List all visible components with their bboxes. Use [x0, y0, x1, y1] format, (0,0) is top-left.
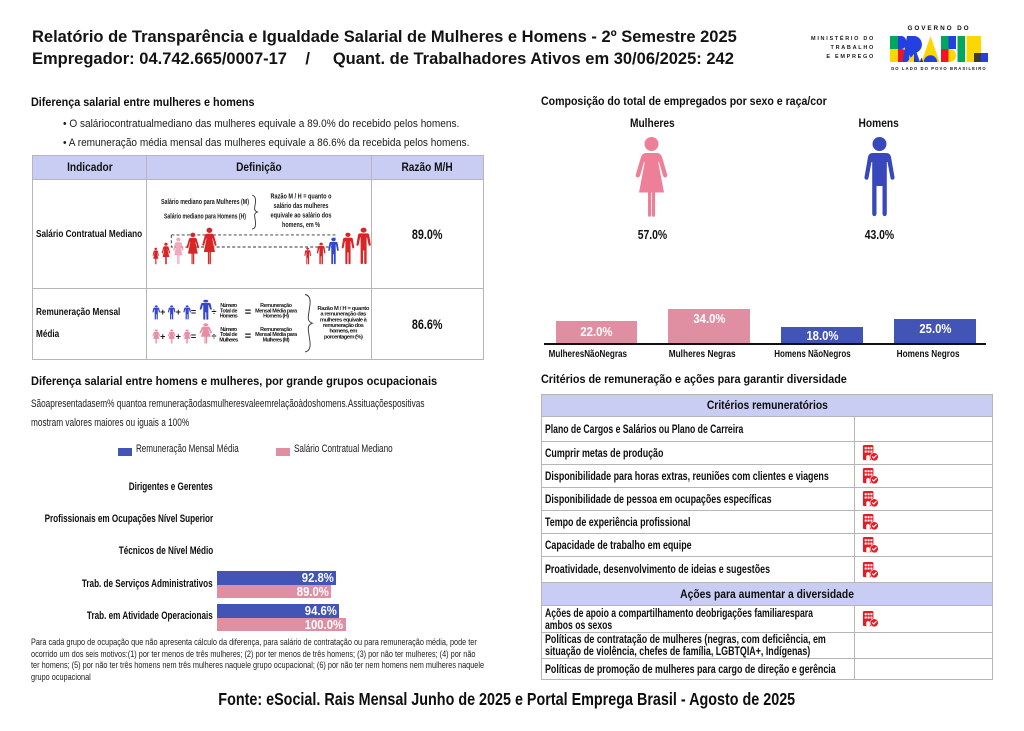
svg-text:a remuneração das: a remuneração das	[320, 312, 366, 318]
svg-text:Número: Número	[220, 327, 238, 333]
svg-text:Razão M / H = quanto: Razão M / H = quanto	[317, 306, 369, 312]
svg-text:Número: Número	[220, 303, 238, 309]
svg-text:Mensal Média para: Mensal Média para	[255, 332, 298, 338]
svg-text:porcentagem (%): porcentagem (%)	[324, 334, 363, 340]
svg-text:Total de: Total de	[220, 308, 238, 314]
svg-text:Remuneração: Remuneração	[260, 327, 293, 333]
svg-text:homens, em %: homens, em %	[282, 222, 321, 229]
svg-text:homens, em: homens, em	[329, 329, 357, 335]
svg-text:Mulheres (M): Mulheres (M)	[263, 338, 290, 344]
svg-text:=: =	[191, 331, 196, 341]
svg-text:=: =	[191, 307, 196, 317]
svg-text:+: +	[176, 331, 181, 341]
svg-text:+: +	[160, 307, 165, 317]
svg-text:remuneração dos: remuneração dos	[323, 323, 364, 329]
svg-text:+: +	[176, 307, 181, 317]
svg-text:+: +	[160, 331, 165, 341]
svg-text:Remuneração: Remuneração	[260, 303, 293, 309]
svg-text:Mulheres: Mulheres	[219, 338, 238, 344]
svg-text:Razão M / H = quanto o: Razão M / H = quanto o	[271, 194, 332, 201]
svg-text:÷: ÷	[212, 331, 217, 341]
svg-text:Salário mediano para Mulheres: Salário mediano para Mulheres (M)	[161, 199, 249, 206]
svg-text:mulheres equivale à: mulheres equivale à	[320, 317, 368, 323]
svg-text:equivale ao salário dos: equivale ao salário dos	[271, 213, 332, 220]
svg-text:Salário mediano para Homens (H: Salário mediano para Homens (H)	[164, 214, 246, 221]
svg-text:Mensal Média para: Mensal Média para	[255, 308, 298, 314]
svg-text:=: =	[245, 331, 251, 343]
svg-text:salário das mulheres: salário das mulheres	[274, 203, 329, 210]
svg-text:Total de: Total de	[220, 332, 238, 338]
svg-text:Homens (H): Homens (H)	[263, 314, 289, 320]
svg-text:÷: ÷	[212, 307, 217, 317]
svg-text:Homens: Homens	[220, 314, 238, 320]
svg-text:=: =	[245, 307, 251, 319]
